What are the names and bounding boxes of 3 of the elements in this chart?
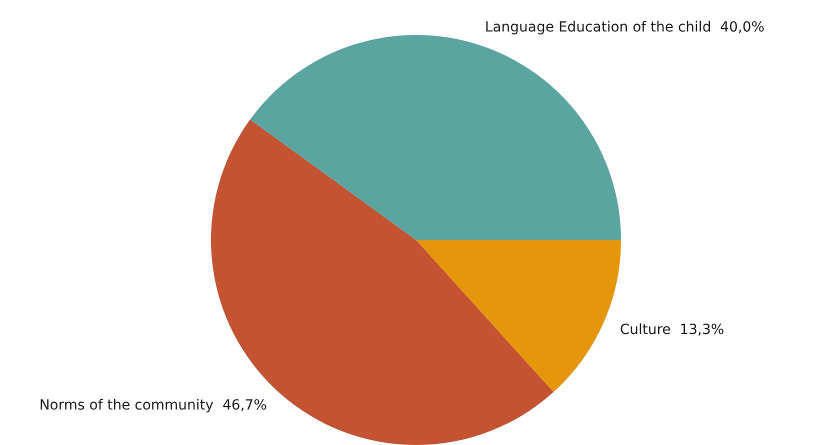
slice-label: Norms of the community 46,7% [39,398,267,414]
slice-label: Language Education of the child 40,0% [484,20,765,36]
slice-label: Culture 13,3% [620,322,724,338]
